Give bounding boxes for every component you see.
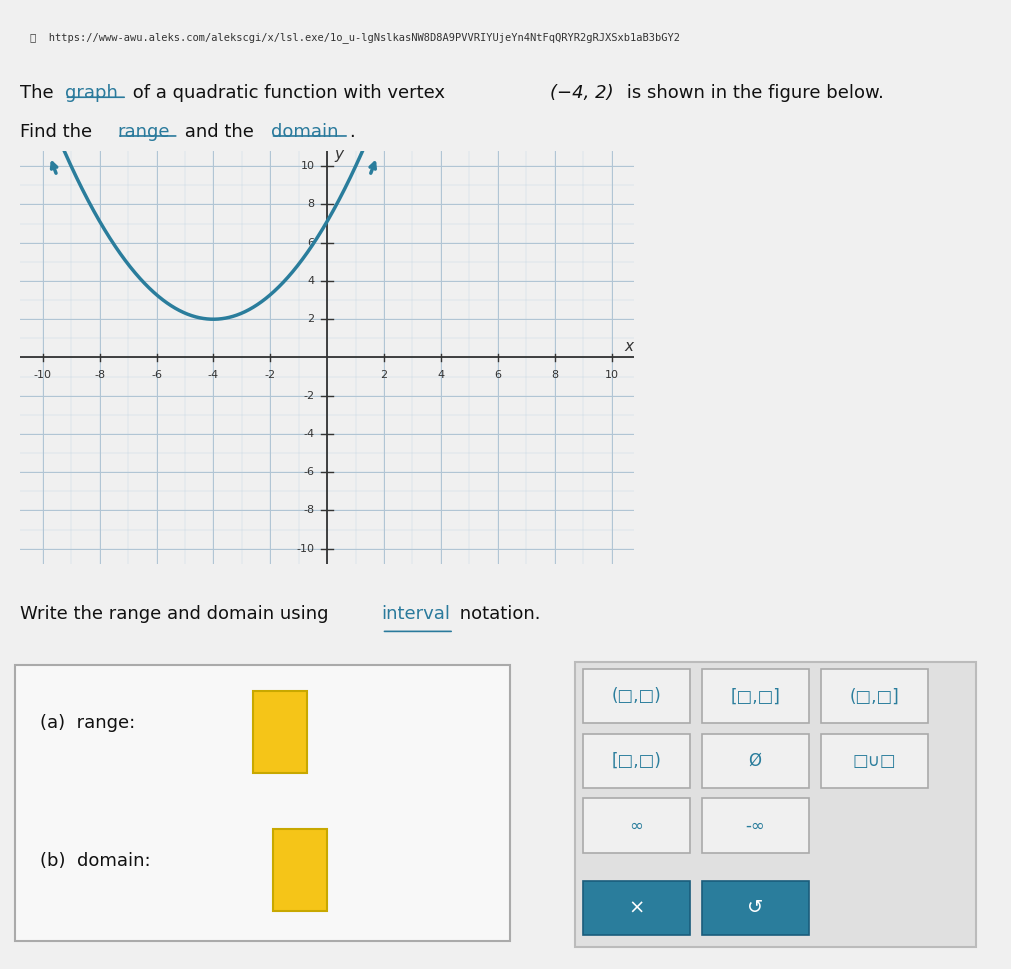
Text: interval: interval: [382, 605, 451, 622]
Text: -6: -6: [151, 370, 162, 380]
Text: 4: 4: [438, 370, 445, 380]
Text: -10: -10: [33, 370, 52, 380]
Text: -4: -4: [303, 429, 314, 439]
FancyBboxPatch shape: [702, 798, 809, 853]
Text: -4: -4: [208, 370, 219, 380]
Text: -6: -6: [303, 467, 314, 477]
Text: notation.: notation.: [454, 605, 541, 622]
Text: Write the range and domain using: Write the range and domain using: [20, 605, 335, 622]
FancyBboxPatch shape: [702, 881, 809, 935]
Text: [□,□): [□,□): [612, 752, 661, 770]
Text: of a quadratic function with vertex: of a quadratic function with vertex: [127, 84, 451, 102]
Text: The: The: [20, 84, 60, 102]
Text: y: y: [334, 147, 343, 162]
Text: is shown in the figure below.: is shown in the figure below.: [622, 84, 885, 102]
FancyBboxPatch shape: [253, 691, 307, 773]
Text: 🔒  https://www-awu.aleks.com/alekscgi/x/lsl.exe/1o_u-lgNslkasNW8D8A9PVVRIYUjeYn4: 🔒 https://www-awu.aleks.com/alekscgi/x/l…: [30, 32, 680, 43]
Text: (□,□]: (□,□]: [849, 687, 899, 705]
Text: 8: 8: [551, 370, 558, 380]
Text: 4: 4: [307, 276, 314, 286]
Text: domain: domain: [271, 122, 339, 141]
FancyBboxPatch shape: [582, 798, 690, 853]
Text: (−4, 2): (−4, 2): [550, 84, 614, 102]
Text: 8: 8: [307, 200, 314, 209]
Text: □∪□: □∪□: [852, 752, 896, 770]
FancyBboxPatch shape: [582, 669, 690, 724]
Text: 6: 6: [307, 237, 314, 248]
Text: -10: -10: [296, 544, 314, 553]
Text: ↺: ↺: [747, 898, 763, 918]
FancyBboxPatch shape: [582, 881, 690, 935]
Text: -∞: -∞: [745, 817, 765, 834]
FancyBboxPatch shape: [821, 734, 927, 788]
Text: and the: and the: [179, 122, 259, 141]
Text: (□,□): (□,□): [612, 687, 661, 705]
Text: -2: -2: [265, 370, 276, 380]
Text: 2: 2: [307, 314, 314, 325]
Text: (b)  domain:: (b) domain:: [39, 853, 151, 870]
FancyBboxPatch shape: [702, 734, 809, 788]
Text: 10: 10: [605, 370, 619, 380]
FancyBboxPatch shape: [702, 669, 809, 724]
Text: [□,□]: [□,□]: [730, 687, 780, 705]
Text: (a)  range:: (a) range:: [39, 714, 135, 733]
FancyBboxPatch shape: [273, 829, 328, 912]
Text: 10: 10: [300, 161, 314, 172]
FancyBboxPatch shape: [575, 662, 976, 947]
Text: .: .: [349, 122, 355, 141]
FancyBboxPatch shape: [821, 669, 927, 724]
Text: Ø: Ø: [749, 752, 761, 770]
Text: -8: -8: [94, 370, 105, 380]
Text: graph: graph: [65, 84, 117, 102]
Text: -8: -8: [303, 506, 314, 516]
Text: range: range: [117, 122, 170, 141]
Text: Find the: Find the: [20, 122, 98, 141]
Text: -2: -2: [303, 391, 314, 401]
FancyBboxPatch shape: [582, 734, 690, 788]
Text: ∞: ∞: [629, 817, 643, 834]
Text: x: x: [624, 339, 633, 355]
Text: 6: 6: [494, 370, 501, 380]
Text: ×: ×: [628, 898, 644, 918]
Text: 2: 2: [380, 370, 387, 380]
FancyBboxPatch shape: [15, 665, 511, 941]
